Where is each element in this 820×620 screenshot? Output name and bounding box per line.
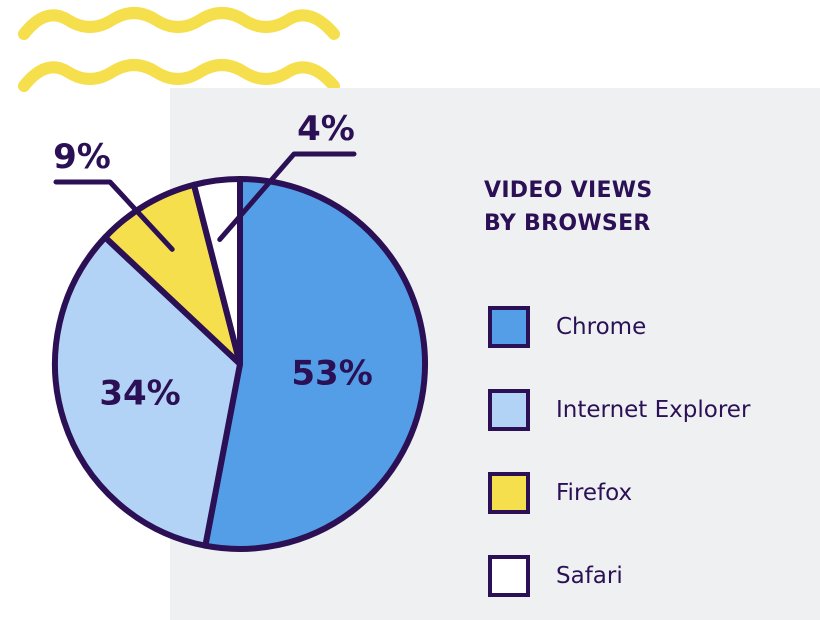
wave-line-bottom <box>18 59 340 92</box>
pie-slice-safari <box>190 176 243 367</box>
legend-swatch-chrome <box>488 306 530 348</box>
leader-line-firefox <box>53 179 175 252</box>
legend-swatch-internet-explorer <box>488 389 530 431</box>
chart-title: VIDEO VIEWS BY BROWSER <box>484 174 784 240</box>
legend-label-chrome: Chrome <box>556 314 647 340</box>
legend-item-internet-explorer: Internet Explorer <box>488 384 818 436</box>
legend-swatch-firefox <box>488 472 530 514</box>
chart-title-line-2: BY BROWSER <box>484 211 651 236</box>
legend-item-firefox: Firefox <box>488 467 818 519</box>
wave-line-top <box>18 7 340 40</box>
chart-legend: Chrome Internet Explorer Firefox Safari <box>488 301 818 620</box>
legend-item-chrome: Chrome <box>488 301 818 353</box>
pie-slice-firefox <box>102 181 243 367</box>
legend-label-safari: Safari <box>556 563 623 589</box>
pie-slice-internet-explorer <box>52 234 243 549</box>
chart-title-line-1: VIDEO VIEWS <box>484 178 653 203</box>
decorative-wave-lines <box>18 7 340 92</box>
legend-label-internet-explorer: Internet Explorer <box>556 397 751 423</box>
data-label-safari: 4% <box>297 109 355 149</box>
pie-slice-chrome <box>202 176 429 552</box>
legend-item-safari: Safari <box>488 550 818 602</box>
legend-label-firefox: Firefox <box>556 480 633 506</box>
data-label-chrome: 53% <box>291 354 372 394</box>
data-label-firefox: 9% <box>53 137 111 177</box>
leader-line-safari <box>217 151 357 243</box>
data-label-internet-explorer: 34% <box>99 374 180 414</box>
legend-swatch-safari <box>488 555 530 597</box>
